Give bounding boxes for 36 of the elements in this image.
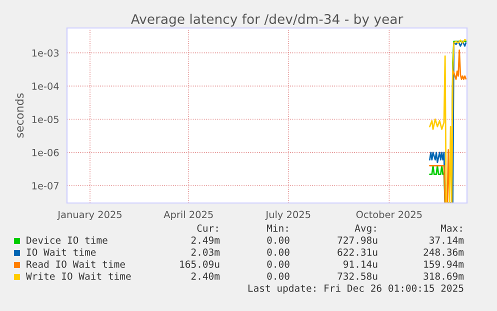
text: 2.40m: [191, 272, 220, 280]
y-tick-label: 1e-07: [32, 182, 59, 190]
text: 91.14u: [343, 260, 378, 268]
legend-label: Device IO time: [26, 236, 108, 244]
legend-label: IO Wait time: [26, 248, 96, 256]
text: 165.09u: [180, 260, 220, 268]
y-tick-label: 1e-04: [32, 82, 59, 90]
text: 159.94m: [424, 260, 464, 268]
text: 0.00: [267, 272, 290, 280]
text: Min:: [266, 224, 288, 232]
text: 0.00: [267, 260, 290, 268]
chart-title: Average latency for /dev/dm-34 - by year: [130, 14, 404, 27]
text: 622.31u: [338, 248, 378, 256]
text: Max:: [440, 224, 462, 232]
x-tick-label: October 2025: [356, 210, 422, 218]
text: 318.69m: [424, 272, 464, 280]
text: Last update: Fri Dec 26 01:00:15 2025: [248, 284, 464, 294]
y-tick-label: 1e-06: [32, 148, 59, 156]
text: 727.98u: [338, 236, 378, 244]
text: 37.14m: [430, 236, 464, 244]
text: 0.00: [267, 236, 290, 244]
text: 2.03m: [191, 248, 220, 256]
text: 2.49m: [191, 236, 220, 244]
text: 248.36m: [424, 248, 464, 256]
text: Cur:: [197, 224, 218, 232]
y-axis-title: seconds: [15, 93, 24, 138]
text: 732.58u: [338, 272, 378, 280]
y-tick-label: 1e-03: [32, 49, 59, 57]
x-tick-label: April 2025: [164, 210, 213, 220]
legend-label: Read IO Wait time: [26, 260, 125, 268]
x-tick-label: January 2025: [57, 210, 122, 220]
legend-label: Write IO Wait time: [26, 272, 131, 280]
y-tick-label: 1e-05: [32, 116, 59, 124]
text: Avg:: [354, 224, 376, 234]
x-tick-label: July 2025: [265, 210, 310, 220]
text: 0.00: [267, 248, 290, 256]
